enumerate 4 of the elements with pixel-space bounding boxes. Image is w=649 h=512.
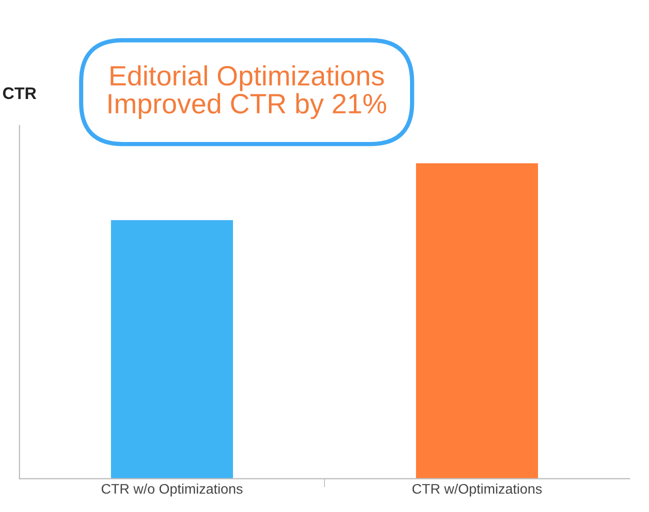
text: Editorial Optimizations Improved CTR by 21% — [108, 65, 386, 120]
x-tick-label: CTR w/o Optimizations — [102, 484, 242, 497]
x-tick-label: CTR w/Optimizations — [412, 484, 542, 497]
y-axis-title: CTR — [3, 87, 36, 100]
